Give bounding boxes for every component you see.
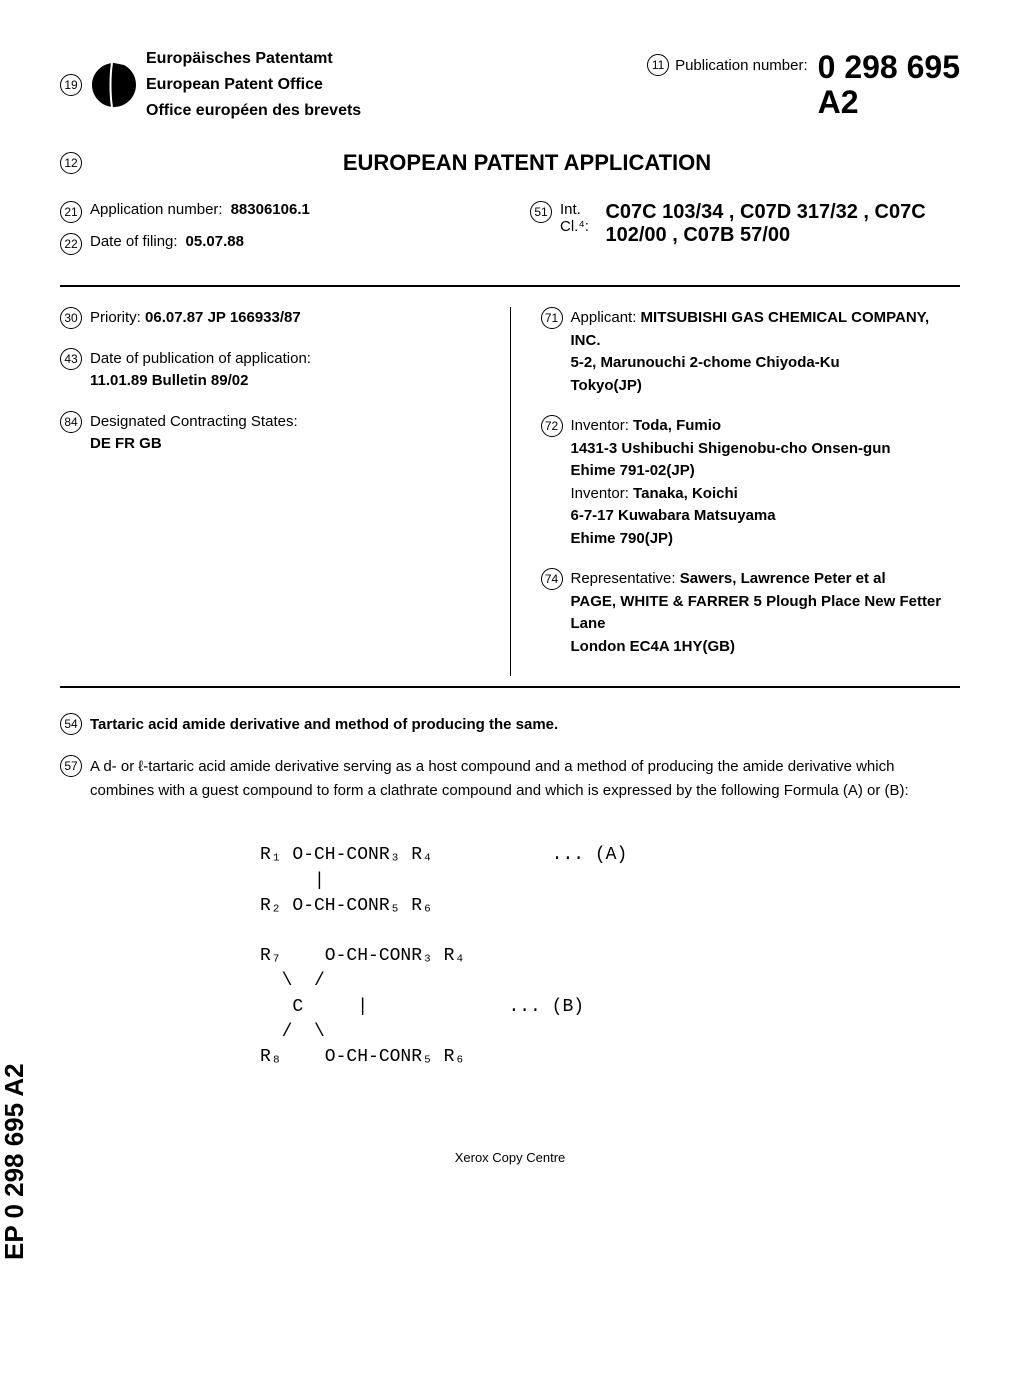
office-title-en: European Patent Office bbox=[146, 76, 361, 94]
publication-block: 11 Publication number: 0 298 695 A2 bbox=[647, 50, 960, 120]
spine-text: EP 0 298 695 A2 bbox=[0, 1063, 30, 1260]
office-titles: Europäisches Patentamt European Patent O… bbox=[146, 50, 361, 120]
invention-title: Tartaric acid amide derivative and metho… bbox=[90, 716, 558, 733]
priority-label: Priority: bbox=[90, 309, 141, 326]
inventor2-label: Inventor: bbox=[571, 485, 629, 502]
ref-19: 19 bbox=[60, 74, 82, 96]
applicant-label: Applicant: bbox=[571, 309, 637, 326]
applicant-addr2: Tokyo(JP) bbox=[571, 377, 642, 394]
filing-date-value: 05.07.88 bbox=[186, 233, 244, 250]
publication-number: 0 298 695 bbox=[818, 49, 960, 85]
inventor1-addr1: 1431-3 Ushibuchi Shigenobu-cho Onsen-gun bbox=[571, 440, 891, 457]
states-label: Designated Contracting States: bbox=[90, 413, 298, 430]
filing-date-label: Date of filing: bbox=[90, 233, 178, 250]
pubdate-label: Date of publication of application: bbox=[90, 350, 311, 367]
ref-21: 21 bbox=[60, 201, 82, 223]
ref-84: 84 bbox=[60, 411, 82, 433]
ref-51: 51 bbox=[530, 201, 552, 223]
rep-addr2: London EC4A 1HY(GB) bbox=[571, 638, 735, 655]
office-title-fr: Office européen des brevets bbox=[146, 102, 361, 120]
pubdate-value: 11.01.89 Bulletin 89/02 bbox=[90, 372, 248, 389]
ref-54: 54 bbox=[60, 713, 82, 735]
inventor1-label: Inventor: bbox=[571, 417, 629, 434]
divider bbox=[60, 285, 960, 287]
epo-logo-icon bbox=[88, 59, 140, 111]
inventor2-addr1: 6-7-17 Kuwabara Matsuyama bbox=[571, 507, 776, 524]
rep-label: Representative: bbox=[571, 570, 676, 587]
rep-addr1: PAGE, WHITE & FARRER 5 Plough Place New … bbox=[571, 593, 942, 633]
ref-30: 30 bbox=[60, 307, 82, 329]
ipc-label: Int. Cl.⁴: bbox=[560, 201, 597, 235]
document-type-title: EUROPEAN PATENT APPLICATION bbox=[94, 150, 960, 176]
office-title-de: Europäisches Patentamt bbox=[146, 50, 361, 68]
ref-72: 72 bbox=[541, 415, 563, 437]
chemical-formula: R₁ O-CH-CONR₃ R₄ ... (A) | R₂ O-CH-CONR₅… bbox=[260, 843, 960, 1070]
ref-22: 22 bbox=[60, 233, 82, 255]
ref-71: 71 bbox=[541, 307, 563, 329]
ref-12: 12 bbox=[60, 152, 82, 174]
applicant-addr1: 5-2, Marunouchi 2-chome Chiyoda-Ku bbox=[571, 354, 840, 371]
inventor2-addr2: Ehime 790(JP) bbox=[571, 530, 674, 547]
footer-text: Xerox Copy Centre bbox=[60, 1150, 960, 1165]
rep-name: Sawers, Lawrence Peter et al bbox=[680, 570, 886, 587]
publication-label: Publication number: bbox=[675, 57, 808, 74]
inventor2-name: Tanaka, Koichi bbox=[633, 485, 738, 502]
app-number-label: Application number: bbox=[90, 201, 223, 218]
abstract-text: A d- or ℓ-tartaric acid amide derivative… bbox=[90, 755, 960, 803]
app-number-value: 88306106.1 bbox=[231, 201, 310, 218]
header-logo-block: 19 Europäisches Patentamt European Paten… bbox=[60, 50, 361, 120]
inventor1-name: Toda, Fumio bbox=[633, 417, 721, 434]
ipc-codes: C07C 103/34 , C07D 317/32 , C07C 102/00 … bbox=[605, 201, 960, 247]
ref-43: 43 bbox=[60, 348, 82, 370]
publication-kind: A2 bbox=[818, 84, 859, 120]
ref-57: 57 bbox=[60, 755, 82, 777]
inventor1-addr2: Ehime 791-02(JP) bbox=[571, 462, 695, 479]
states-value: DE FR GB bbox=[90, 435, 162, 452]
priority-value: 06.07.87 JP 166933/87 bbox=[145, 309, 301, 326]
ref-74: 74 bbox=[541, 568, 563, 590]
ref-11: 11 bbox=[647, 54, 669, 76]
